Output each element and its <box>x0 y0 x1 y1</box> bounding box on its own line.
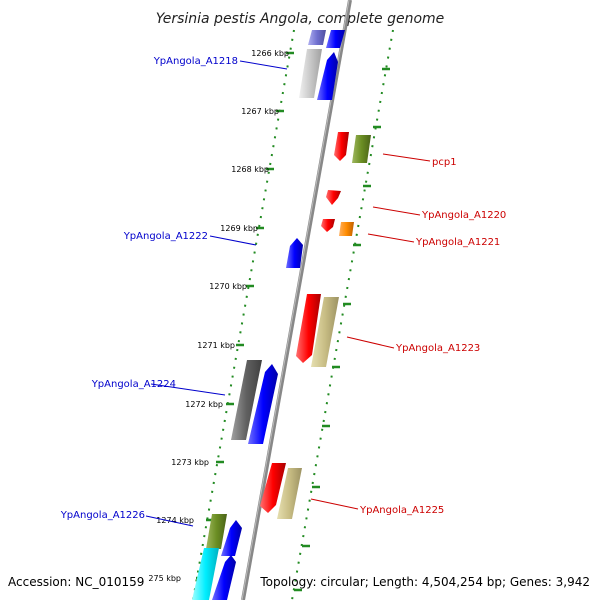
label-a1221[interactable]: YpAngola_A1221 <box>415 237 500 248</box>
gene-arrow-a1222[interactable] <box>286 238 303 268</box>
label-leaders <box>146 61 430 526</box>
label-a1225[interactable]: YpAngola_A1225 <box>359 505 444 516</box>
genome-summary-text: Topology: circular; Length: 4,504,254 bp… <box>259 575 590 589</box>
label-a1222[interactable]: YpAngola_A1222 <box>123 231 208 242</box>
kbp-label: 1273 kbp <box>171 458 209 467</box>
gene-arrow-a1220[interactable] <box>326 190 341 205</box>
gene-arrow-lightgray[interactable] <box>299 49 322 98</box>
gene-arrow-red[interactable] <box>334 132 349 161</box>
label-a1226[interactable]: YpAngola_A1226 <box>60 510 145 521</box>
kbp-label: 1269 kbp <box>220 224 258 233</box>
accession-text: Accession: NC_010159 <box>8 575 144 589</box>
gene-arrow-purple[interactable] <box>308 30 326 45</box>
map-title: Yersinia pestis Angola, complete genome <box>156 11 445 27</box>
gene-arrow-pcp1[interactable] <box>352 135 371 163</box>
kbp-label: 1271 kbp <box>197 341 235 350</box>
label-pcp1[interactable]: pcp1 <box>432 157 457 168</box>
label-a1220[interactable]: YpAngola_A1220 <box>421 210 506 221</box>
kbp-label: 1274 kbp <box>156 516 194 525</box>
gene-arrow-red-small[interactable] <box>321 219 335 232</box>
kbp-label: 1267 kbp <box>241 107 279 116</box>
genome-map: Yersinia pestis Angola, complete genome … <box>0 0 600 600</box>
label-a1224[interactable]: YpAngola_A1224 <box>91 379 176 390</box>
kbp-label: 275 kbp <box>148 574 181 583</box>
gene-features <box>192 30 371 600</box>
kbp-label: 1270 kbp <box>209 282 247 291</box>
kbp-label: 1268 kbp <box>231 165 269 174</box>
gene-arrow-a1221[interactable] <box>339 222 354 236</box>
label-a1223[interactable]: YpAngola_A1223 <box>395 343 480 354</box>
kbp-label: 1272 kbp <box>185 400 223 409</box>
gene-labels: YpAngola_A1218 YpAngola_A1222 YpAngola_A… <box>60 56 507 521</box>
label-a1218[interactable]: YpAngola_A1218 <box>153 56 238 67</box>
kbp-label: 1266 kbp <box>251 49 289 58</box>
